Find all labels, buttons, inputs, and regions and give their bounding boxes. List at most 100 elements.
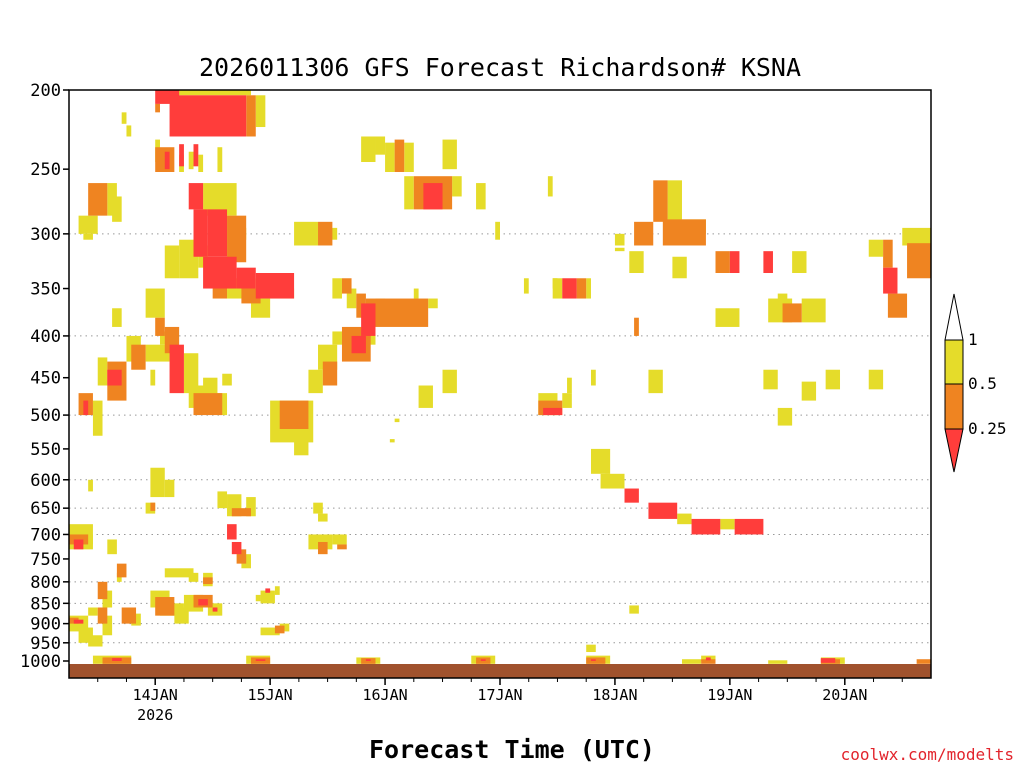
ri-cell [614, 247, 625, 252]
ri-cell [88, 607, 98, 616]
y-tick-label: 800 [30, 573, 61, 593]
ri-cell [83, 400, 89, 416]
ri-cell [777, 407, 793, 426]
ri-cell [188, 151, 194, 170]
y-tick-label: 700 [30, 525, 61, 545]
ri-cell [318, 541, 328, 555]
ri-cell [782, 303, 802, 323]
ri-cell [121, 112, 127, 124]
ri-cell [265, 588, 271, 593]
ri-cell [672, 256, 687, 279]
ri-cell [145, 288, 165, 318]
ri-cell [887, 293, 908, 318]
ri-cell [634, 317, 639, 336]
ri-cell [222, 373, 232, 386]
y-tick-label: 950 [30, 634, 61, 654]
ri-cell [385, 142, 395, 172]
x-tick-label: 15JAN [248, 686, 293, 704]
ri-cell [476, 183, 486, 210]
ri-cell [246, 95, 256, 137]
ri-cell [274, 625, 285, 634]
x-tick-label: 19JAN [707, 686, 752, 704]
ri-cell [150, 369, 156, 386]
ri-cell [423, 183, 443, 210]
ri-cell [768, 660, 788, 664]
ri-cell [155, 597, 175, 616]
ri-cell [902, 227, 931, 246]
ri-cell [916, 659, 931, 664]
ri-cell [145, 344, 170, 362]
ri-cell [677, 513, 692, 525]
x-tick-label: 20JAN [822, 686, 867, 704]
x-axis-label: Forecast Time (UTC) [369, 735, 655, 764]
ri-cell [562, 278, 577, 299]
colorbar-label: 0.5 [968, 374, 997, 393]
ri-cell [193, 209, 208, 257]
ri-cell [820, 658, 836, 663]
y-tick-label: 250 [30, 160, 61, 180]
ri-cell [69, 534, 89, 545]
ri-cell [729, 251, 740, 274]
ri-cell [629, 605, 639, 614]
surface-band [69, 664, 931, 678]
ri-cell [662, 219, 706, 246]
ri-cell [332, 278, 342, 299]
colorbar-level-3 [944, 428, 964, 473]
ri-cell [413, 288, 419, 299]
colorbar-legend: 1 0.5 0.25 [944, 293, 1007, 473]
ri-cell [337, 544, 347, 550]
ri-cell [614, 233, 625, 246]
y-tick-label: 750 [30, 550, 61, 570]
ri-cell [198, 154, 204, 172]
ri-cell [255, 95, 266, 128]
ri-cell [313, 502, 323, 514]
ri-cell [198, 599, 208, 606]
ri-cell [691, 518, 721, 535]
ri-cell [648, 502, 678, 519]
ri-cell [322, 361, 338, 386]
ri-cell [576, 278, 587, 299]
ri-cell [567, 377, 572, 394]
ri-cell [294, 428, 309, 456]
ri-cell [715, 251, 730, 274]
ri-cell [260, 590, 275, 604]
ri-cell [193, 393, 223, 416]
ri-cell [255, 659, 266, 661]
ri-cell [452, 176, 462, 197]
ri-cell [562, 393, 572, 408]
x-tick-label: 16JAN [362, 686, 407, 704]
ri-cell [169, 95, 247, 137]
ri-cell [183, 353, 199, 394]
ri-cell [346, 288, 357, 309]
ri-cell [246, 497, 256, 517]
ri-cell [88, 479, 93, 492]
ri-cell [365, 659, 371, 661]
ri-cell [203, 577, 213, 585]
colorbar-label: 0.25 [968, 419, 1007, 438]
ri-cell [73, 619, 84, 624]
ri-cell [121, 607, 137, 624]
ri-cell [715, 308, 740, 327]
ri-cell [88, 635, 103, 647]
ri-cell [83, 233, 93, 240]
x-tick-label: 17JAN [477, 686, 522, 704]
ri-cell [112, 658, 122, 661]
ri-cell [179, 144, 184, 167]
ri-cell [605, 473, 625, 489]
ri-cell [681, 659, 702, 664]
ri-cell [112, 308, 122, 327]
ri-cell [341, 278, 352, 294]
ri-cell [308, 369, 323, 394]
y-axis: 200 250 300 350 400 450 500 550 600 650 700 750 8008… [20, 81, 69, 672]
ri-cell [155, 103, 160, 113]
ri-cell [164, 245, 180, 279]
ri-cell [404, 142, 414, 172]
ri-cell [164, 151, 170, 170]
ri-cell [332, 534, 347, 545]
y-tick-label: 450 [30, 369, 61, 389]
ri-cell [188, 572, 199, 582]
x-tick-label: 14JAN [133, 686, 178, 704]
ri-cell [883, 239, 893, 268]
ri-cell [763, 369, 778, 390]
